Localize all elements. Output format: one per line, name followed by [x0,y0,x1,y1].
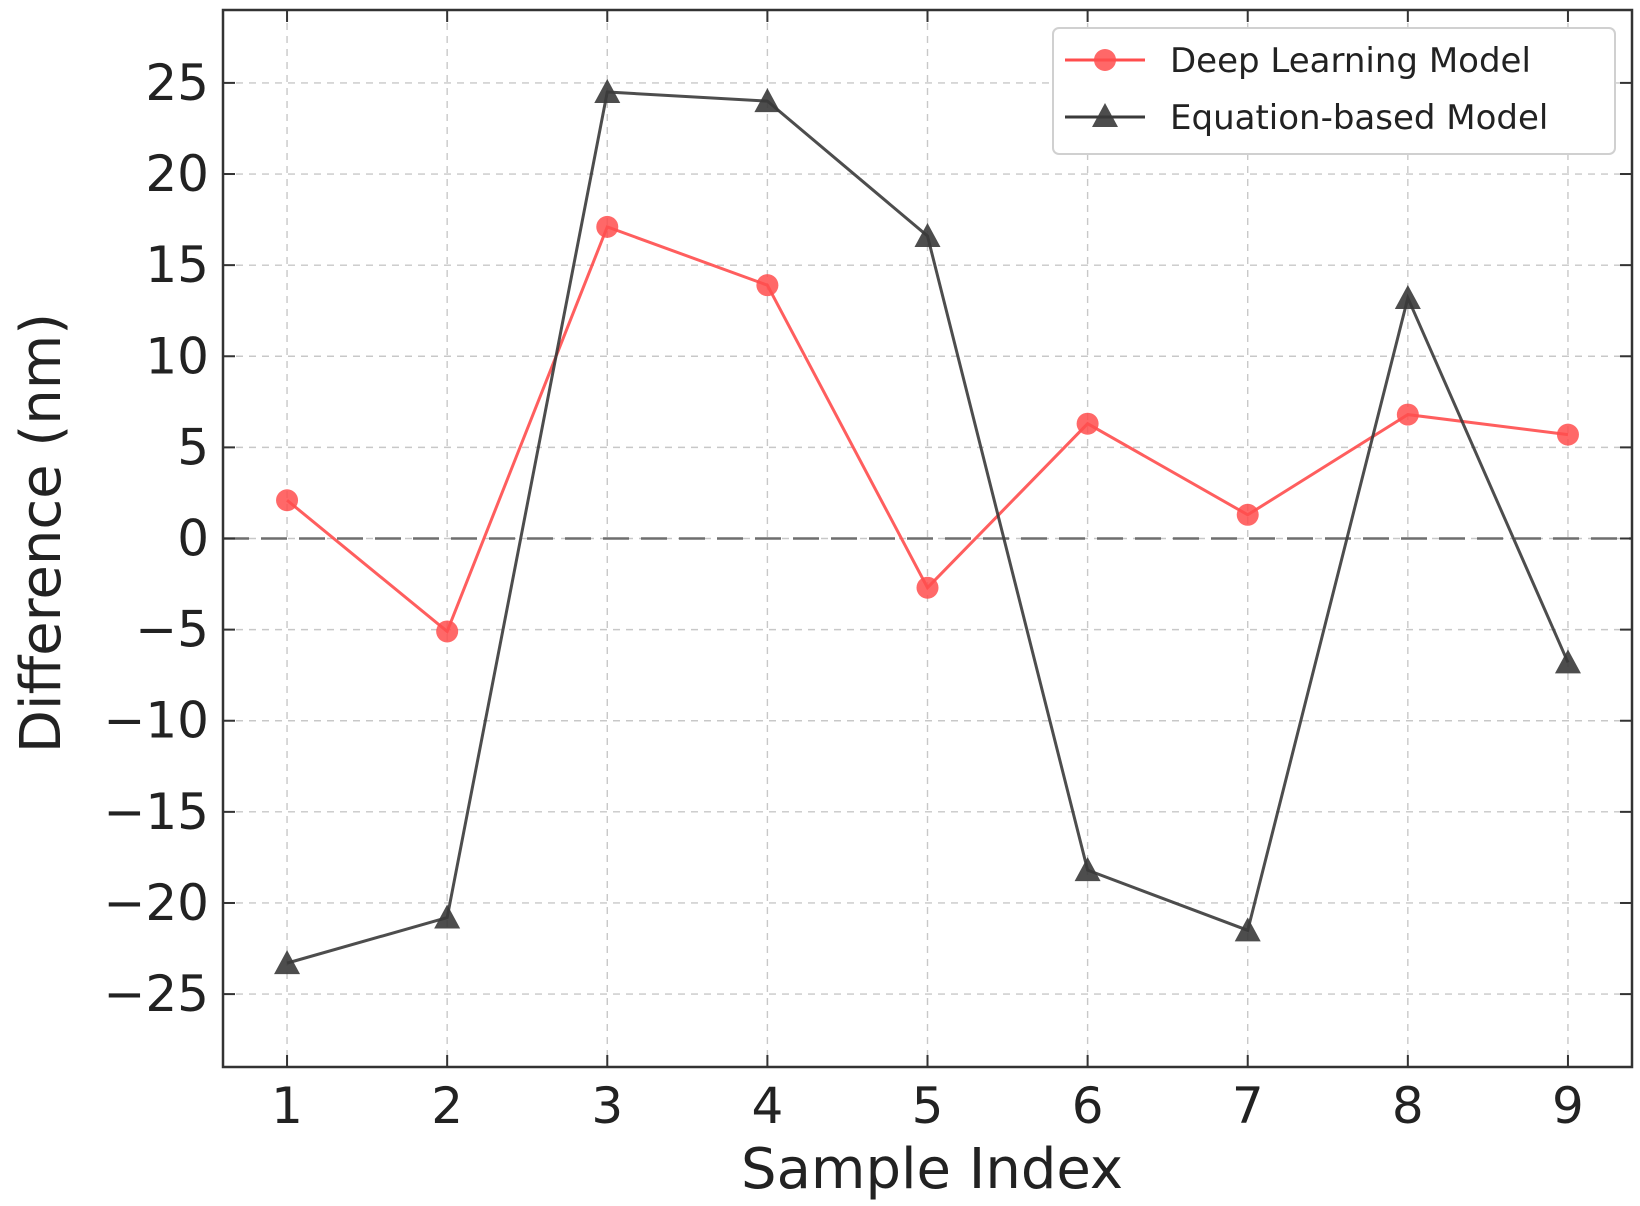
y-tick-label: −20 [103,874,209,932]
y-tick-label: 25 [145,54,209,112]
legend-marker-deep-learning [1094,49,1116,71]
data-point-equation-based [1394,284,1421,309]
x-tick-label: 7 [1232,1077,1264,1135]
x-tick-label: 4 [751,1077,783,1135]
data-point-equation-based [434,904,461,929]
data-point-deep-learning [436,620,459,643]
data-point-equation-based [914,222,941,247]
data-point-equation-based [1074,857,1101,882]
data-point-deep-learning [1556,423,1579,446]
data-point-equation-based [274,950,301,975]
data-point-deep-learning [756,274,779,297]
x-tick-label: 9 [1552,1077,1584,1135]
series-equation-based [274,79,1581,975]
series-group [274,79,1581,975]
x-tick-label: 5 [912,1077,944,1135]
y-tick-label: −5 [135,601,209,659]
data-point-deep-learning [1076,412,1099,435]
x-tick-label: 1 [271,1077,303,1135]
y-tick-label: 15 [145,236,209,294]
y-tick-label: 0 [177,510,209,568]
data-point-equation-based [1554,649,1581,674]
y-tick-label: −25 [103,965,209,1023]
y-tick-label: 5 [177,418,209,476]
data-point-equation-based [594,79,621,104]
legend: Deep Learning Model Equation-based Model [1052,27,1616,155]
y-tick-label: −10 [103,692,209,750]
data-point-deep-learning [1396,403,1419,426]
y-axis-label: Difference (nm) [9,313,74,753]
x-axis-label: Sample Index [741,1137,1123,1202]
legend-label-equation-based: Equation-based Model [1170,98,1548,138]
y-tick-label: 20 [145,145,209,203]
legend-label-deep-learning: Deep Learning Model [1170,41,1531,81]
x-tick-label: 8 [1392,1077,1424,1135]
axis-ticks: 1 2 3 4 5 6 7 8 9 −25 −20 −15 −10 −5 0 5 10 15 20 25 [103,10,1632,1135]
data-point-deep-learning [596,215,619,238]
data-point-deep-learning [1236,503,1259,526]
y-tick-label: 10 [145,327,209,385]
legend-marker-equation-based [1092,103,1118,127]
series-deep-learning [276,215,1579,643]
x-tick-label: 6 [1072,1077,1104,1135]
x-tick-label: 2 [431,1077,463,1135]
y-tick-label: −15 [103,783,209,841]
data-point-deep-learning [916,576,939,599]
legend-box [1052,27,1616,155]
x-tick-label: 3 [591,1077,623,1135]
data-point-equation-based [754,88,781,113]
data-point-deep-learning [276,489,299,512]
data-point-equation-based [1234,917,1261,942]
